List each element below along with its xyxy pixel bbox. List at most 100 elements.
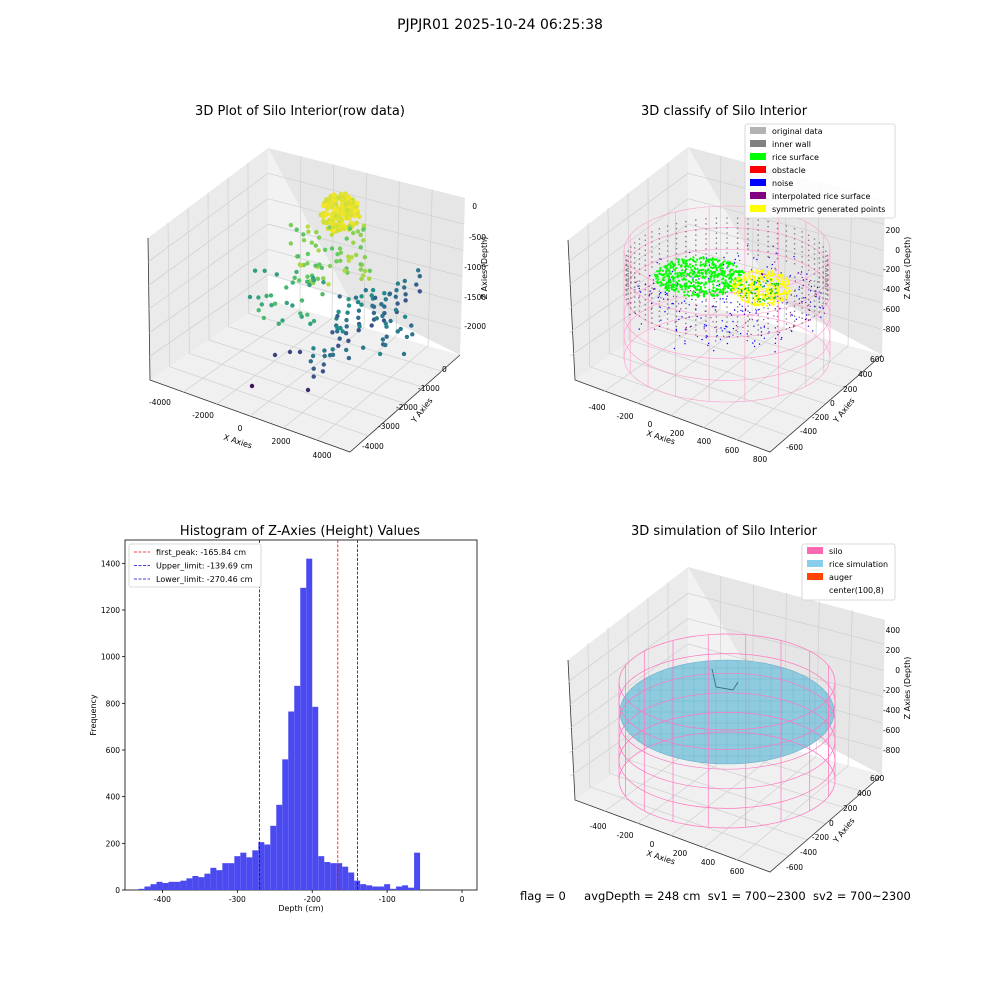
inner-wall-point	[736, 326, 739, 328]
data-point	[361, 345, 366, 350]
data-point	[403, 292, 408, 297]
inner-wall-point	[630, 251, 632, 253]
inner-wall-point	[644, 298, 647, 301]
data-point	[393, 307, 399, 313]
inner-wall-point	[675, 227, 678, 230]
data-point	[363, 288, 368, 293]
data-point	[358, 262, 363, 267]
data-point	[311, 278, 317, 283]
inner-wall-point	[633, 252, 636, 254]
data-point	[328, 200, 333, 206]
data-point	[370, 287, 376, 293]
inner-wall-point	[695, 314, 697, 316]
data-point	[330, 330, 335, 335]
sv1-text: sv1 = 700~2300	[707, 889, 806, 903]
inner-wall-point	[747, 335, 749, 337]
inner-wall-point	[826, 273, 829, 276]
panel1-title: 3D Plot of Silo Interior(row data)	[195, 104, 405, 119]
inner-wall-point	[757, 314, 759, 316]
inner-wall-point	[736, 301, 739, 303]
p4-ytick: 0	[829, 819, 834, 828]
data-point	[294, 269, 299, 275]
p4-ztick: -200	[883, 686, 900, 695]
inner-wall-point	[666, 303, 669, 305]
inner-wall-point	[627, 285, 629, 288]
data-point	[308, 359, 313, 364]
inner-wall-point	[726, 331, 728, 333]
inner-wall-point	[638, 248, 641, 250]
inner-wall-point	[675, 222, 678, 225]
inner-wall-point	[644, 288, 647, 291]
inner-wall-point	[813, 285, 816, 287]
inner-wall-point	[793, 290, 796, 293]
data-point	[356, 214, 362, 220]
data-point	[348, 212, 354, 218]
inner-wall-point	[638, 263, 641, 265]
legend-label: rice simulation	[829, 560, 888, 569]
inner-wall-point	[651, 236, 653, 238]
inner-wall-point	[785, 328, 788, 330]
inner-wall-point	[627, 265, 629, 268]
inner-wall-point	[776, 305, 779, 308]
data-point	[338, 250, 344, 255]
inner-wall-point	[818, 301, 821, 303]
data-point	[380, 337, 386, 342]
data-point	[317, 262, 322, 267]
legend-swatch	[807, 573, 823, 580]
panel2-points	[625, 217, 829, 353]
data-point	[322, 353, 327, 359]
inner-wall-point	[747, 330, 749, 332]
data-point	[395, 281, 401, 286]
inner-wall-point	[807, 283, 810, 286]
inner-wall-point	[793, 300, 796, 303]
data-point	[328, 220, 333, 226]
data-point	[320, 369, 326, 374]
data-point	[339, 208, 344, 214]
data-point	[296, 254, 301, 259]
data-point	[299, 314, 304, 319]
data-point	[305, 279, 310, 284]
data-point	[305, 261, 310, 266]
inner-wall-point	[633, 291, 636, 293]
avg-depth-text: avgDepth = 248 cm	[584, 889, 701, 903]
data-point	[356, 315, 361, 320]
inner-wall-point	[726, 306, 728, 308]
legend-label: silo	[829, 547, 843, 556]
inner-wall-point	[776, 310, 779, 313]
inner-wall-point	[801, 292, 803, 294]
inner-wall-point	[705, 300, 707, 302]
inner-wall-point	[695, 324, 697, 326]
data-point	[353, 295, 359, 300]
data-point	[310, 353, 316, 359]
inner-wall-point	[757, 329, 759, 331]
inner-wall-point	[666, 225, 669, 227]
data-point	[342, 268, 347, 273]
p1-ztick: -1500	[464, 293, 486, 302]
data-point	[309, 240, 314, 245]
panel1-zlabel: Z Axies (Depth)	[480, 237, 489, 300]
p1-ytick: -1000	[418, 384, 440, 393]
inner-wall-point	[767, 327, 769, 330]
data-point	[369, 323, 374, 328]
inner-wall-point	[651, 251, 653, 253]
p4-xtick: 400	[701, 858, 716, 867]
p4-xtick: -200	[616, 831, 633, 840]
data-point	[361, 238, 366, 243]
inner-wall-point	[658, 233, 661, 235]
inner-wall-point	[705, 305, 707, 307]
data-point	[417, 289, 422, 294]
data-point	[346, 258, 351, 263]
inner-wall-point	[793, 295, 796, 298]
data-point	[395, 301, 400, 306]
data-point	[355, 299, 361, 305]
p1-ztick: 0	[472, 202, 477, 211]
data-point	[371, 310, 377, 316]
inner-wall-point	[638, 310, 641, 312]
inner-wall-point	[627, 270, 629, 273]
inner-wall-point	[666, 240, 669, 242]
inner-wall-point	[776, 315, 779, 318]
inner-wall-point	[767, 332, 769, 335]
inner-wall-point	[818, 291, 821, 293]
data-point	[336, 343, 341, 348]
legend-label: center(100,8)	[829, 586, 884, 595]
